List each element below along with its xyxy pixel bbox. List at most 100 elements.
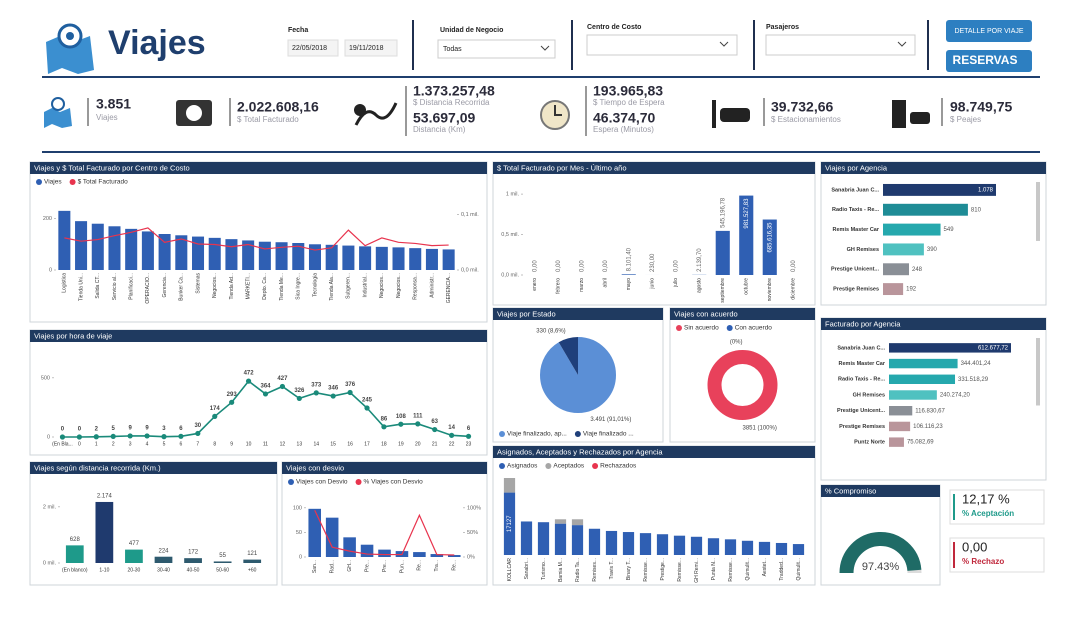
y-tick-label: 0: [47, 434, 50, 440]
kpi-value: 53.697,09: [413, 110, 475, 126]
y-tick-label: 100: [293, 505, 302, 511]
x-tick-label: Re...: [417, 560, 423, 571]
y-tick-label: 0,5 mil.: [501, 232, 519, 238]
legend-label: Viaje finalizado ...: [583, 431, 634, 438]
bar: [413, 552, 426, 557]
y-tick-label: Puntz Norte: [854, 440, 885, 446]
legend-swatch: [288, 479, 294, 485]
x-tick-label: 12: [280, 441, 286, 447]
data-label: 330 (8,6%): [536, 328, 565, 334]
bar: [308, 509, 321, 557]
x-tick-label: Binary T...: [626, 558, 632, 580]
x-tick-label: 8: [213, 441, 216, 447]
x-tick-label: 1: [95, 441, 98, 447]
bar: [342, 246, 354, 270]
x-tick-label: MARKETI...: [245, 273, 251, 299]
x-tick-label: febrero: [556, 278, 562, 294]
marker: [398, 422, 403, 427]
bar-segment: [793, 544, 804, 555]
x-tick-label: 2: [112, 441, 115, 447]
x-tick-label: 7: [196, 441, 199, 447]
card-value: 12,17 %: [962, 491, 1010, 506]
legend-swatch: [70, 179, 76, 185]
legend-label: Viaje finalizado, ap...: [507, 431, 567, 438]
kpi-label: $ Total Facturado: [237, 115, 299, 124]
data-label: 2.174: [97, 494, 113, 500]
x-tick-label: Negocios...: [212, 273, 218, 298]
x-tick-label: Tecnologia: [312, 273, 318, 297]
data-label: 55: [219, 553, 226, 559]
y-tick-label: 0,0 mil.: [461, 267, 479, 273]
y-tick-label: 50%: [467, 530, 478, 536]
bar: [192, 237, 204, 270]
x-tick-label: Logistica: [62, 273, 68, 293]
y-tick-label: 2 mil.: [43, 504, 57, 510]
panel-title: Viajes con acuerdo: [674, 309, 738, 318]
bar: [209, 238, 221, 270]
bar-segment: [674, 536, 685, 555]
dropdown[interactable]: [766, 35, 915, 55]
bar: [214, 561, 232, 563]
bar: [66, 545, 84, 563]
legend-label: $ Total Facturado: [78, 179, 128, 186]
bar: [259, 242, 271, 270]
kpi-value: 46.374,70: [593, 110, 655, 126]
data-label: 14: [448, 425, 455, 431]
data-label: 390: [927, 247, 938, 253]
bar: [155, 557, 173, 563]
x-tick-label: 11: [263, 441, 268, 447]
y-tick-label: Radio Taxis - Re...: [838, 377, 885, 383]
data-label: 17127: [507, 515, 513, 532]
data-label: 3.491 (91,01%): [590, 417, 631, 423]
bar: [889, 422, 910, 431]
bar-segment: [742, 541, 753, 555]
data-label: 477: [129, 541, 140, 547]
marker: [128, 433, 133, 438]
data-label: 121: [247, 551, 258, 557]
data-label: 685.616,35: [767, 222, 773, 253]
x-tick-label: Negocios...: [396, 273, 402, 298]
marker: [466, 434, 471, 439]
kpi-label: $ Distancia Recorrida: [413, 98, 490, 107]
marker: [94, 434, 99, 439]
marker: [212, 414, 217, 419]
x-tick-label: Remisse...: [643, 558, 649, 582]
bar: [889, 359, 958, 368]
bar: [125, 550, 143, 563]
bar-segment: [521, 521, 532, 555]
x-tick-label: Pun...: [399, 560, 405, 573]
y-tick-label: 500: [41, 375, 50, 381]
x-tick-label: San...: [312, 560, 318, 573]
marker: [331, 393, 336, 398]
dropdown[interactable]: [587, 35, 737, 55]
data-label: 810: [971, 207, 982, 213]
data-label: 364: [260, 384, 271, 390]
dropdown-value: Todas: [443, 46, 462, 53]
bar: [125, 229, 137, 270]
bar: [75, 221, 87, 270]
marker: [297, 396, 302, 401]
legend-swatch: [676, 325, 682, 331]
x-tick-label: Tienda Ala...: [329, 273, 335, 301]
x-tick-label: 14: [313, 441, 319, 447]
data-label: 0,00: [791, 260, 797, 272]
y-tick-label: 0,0 mil.: [501, 272, 519, 278]
x-tick-label: Radio Ta...: [575, 558, 581, 582]
x-tick-label: abril: [603, 278, 609, 287]
bar-segment: [657, 534, 668, 555]
x-tick-label: Rad...: [329, 560, 335, 573]
x-tick-label: marzo: [579, 278, 585, 292]
data-label: 111: [413, 413, 423, 419]
x-tick-label: 6: [180, 441, 183, 447]
y-tick-label: Sanabria Juan C...: [831, 187, 879, 193]
x-tick-label: 10: [246, 441, 252, 447]
bar: [426, 249, 438, 270]
x-tick-label: 40-50: [187, 567, 200, 573]
x-tick-label: Tienda Uni...: [78, 273, 84, 301]
x-tick-label: Salida CT...: [95, 273, 101, 299]
bar: [95, 502, 113, 563]
bar: [883, 263, 909, 275]
data-label: 0,00: [532, 260, 538, 272]
data-label: 30: [194, 423, 201, 429]
